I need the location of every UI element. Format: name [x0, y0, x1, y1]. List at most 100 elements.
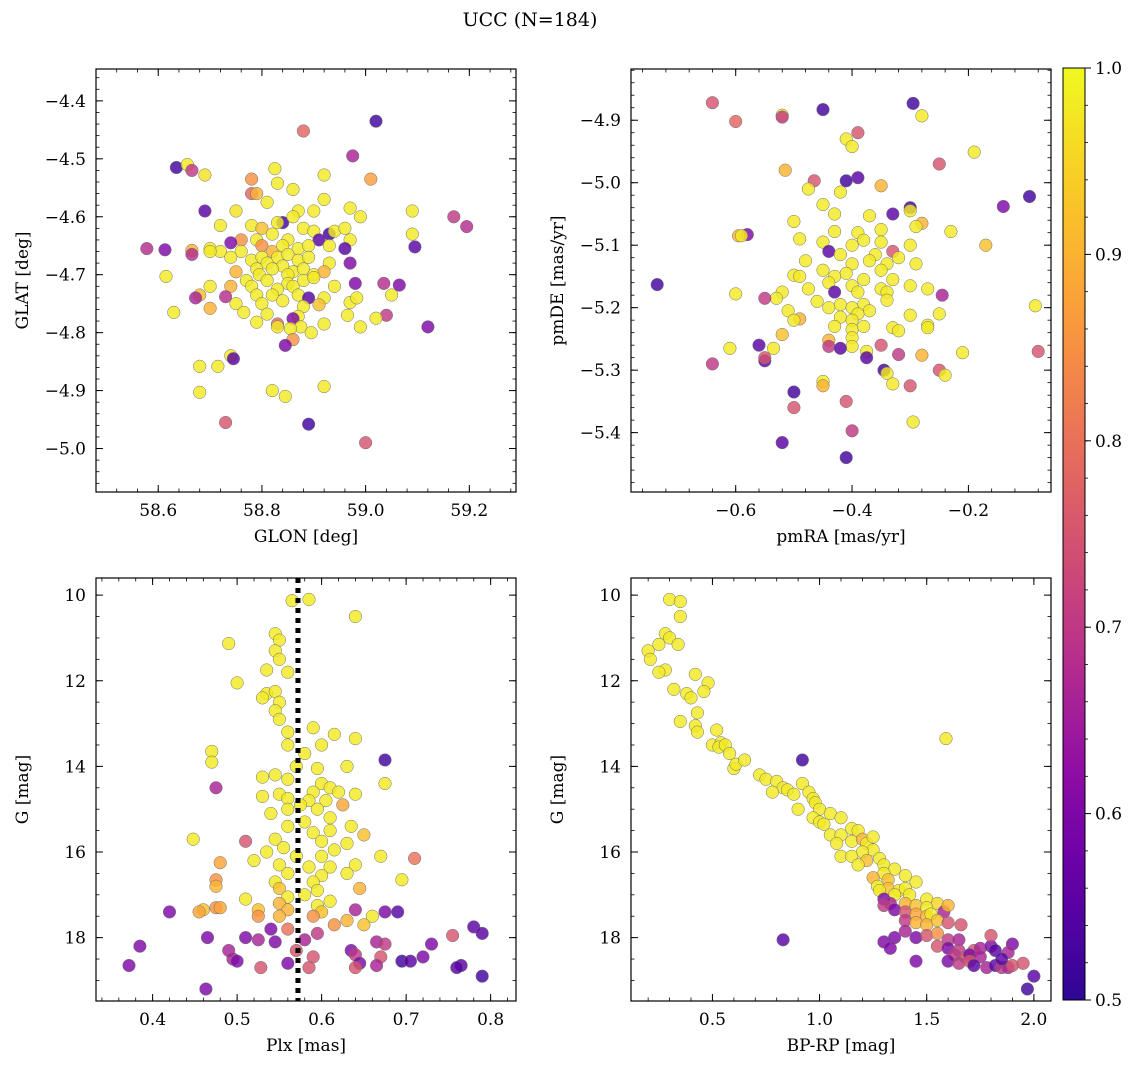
data-point — [229, 297, 243, 311]
data-point — [268, 935, 282, 949]
data-point — [323, 860, 337, 874]
colorbar-tick-label: 1.0 — [1095, 59, 1122, 79]
data-point — [828, 224, 842, 239]
data-point — [798, 254, 813, 268]
data-point — [338, 221, 352, 235]
data-point — [833, 341, 847, 355]
colorbar: 0.5 0.6 0.7 0.8 0.9 1.0 — [1062, 59, 1122, 1011]
data-point — [710, 723, 724, 737]
data-point — [906, 415, 920, 429]
data-point — [903, 379, 917, 393]
y-tick-label: 16 — [599, 843, 621, 863]
data-point — [224, 279, 238, 293]
data-point — [793, 232, 807, 246]
y-tick-label: 14 — [64, 757, 86, 777]
x-tick-label: 0.5 — [699, 1010, 726, 1030]
data-point — [1020, 982, 1034, 996]
colorbar-tick-label: 0.9 — [1095, 245, 1122, 265]
data-point — [920, 928, 934, 943]
data-point — [260, 195, 274, 209]
data-point — [315, 738, 329, 752]
data-point — [921, 321, 935, 335]
data-point — [348, 903, 362, 917]
x-tick-label: 58.8 — [243, 501, 281, 521]
data-point — [787, 214, 801, 229]
data-point — [254, 961, 268, 975]
y-tick-label: 18 — [599, 929, 621, 949]
data-point — [264, 806, 278, 821]
y-tick-label: −5.0 — [45, 440, 86, 460]
data-point — [795, 753, 809, 767]
data-point — [822, 301, 836, 315]
data-point — [281, 738, 295, 752]
data-point — [327, 279, 342, 293]
data-point — [781, 304, 795, 318]
scatter-points — [122, 592, 489, 996]
data-point — [344, 819, 358, 833]
y-tick-label: −5.3 — [580, 361, 621, 381]
data-point — [1028, 299, 1042, 313]
data-point — [460, 220, 474, 234]
data-point — [159, 269, 173, 283]
y-axis-label: pmDE [mas/yr] — [548, 215, 568, 345]
data-point — [265, 227, 279, 241]
data-point — [834, 811, 848, 825]
data-point — [193, 385, 207, 399]
y-tick-label: 10 — [599, 586, 621, 606]
data-point — [830, 836, 844, 850]
data-point — [286, 210, 300, 224]
data-point — [903, 279, 917, 293]
y-tick-label: −5.0 — [580, 174, 621, 194]
data-point — [189, 291, 203, 305]
data-point — [122, 958, 136, 973]
data-point — [302, 592, 316, 606]
data-point — [281, 802, 295, 816]
data-point — [272, 909, 286, 923]
data-point — [327, 918, 341, 932]
data-point — [338, 242, 352, 256]
data-point — [892, 251, 906, 265]
data-point — [690, 725, 704, 739]
data-point — [343, 201, 357, 215]
x-tick-label: −0.6 — [715, 501, 756, 521]
data-point — [857, 233, 871, 247]
data-point — [909, 931, 923, 945]
data-point — [340, 836, 354, 850]
y-tick-label: −4.8 — [45, 324, 86, 344]
data-point — [268, 162, 282, 176]
data-point — [378, 905, 392, 919]
data-point — [209, 879, 223, 893]
data-point — [270, 320, 285, 334]
data-point — [133, 939, 147, 953]
data-point — [1031, 344, 1045, 358]
data-point — [278, 338, 292, 352]
data-point — [673, 714, 687, 728]
x-tick-label: 0.6 — [308, 1010, 335, 1030]
data-point — [862, 209, 877, 223]
colorbar-tick-label: 0.5 — [1095, 991, 1122, 1011]
data-point — [903, 204, 917, 218]
data-point — [255, 770, 270, 784]
data-point — [403, 954, 417, 968]
data-point — [1005, 958, 1019, 973]
data-point — [862, 304, 877, 318]
data-point — [663, 592, 677, 606]
data-point — [281, 819, 295, 833]
data-point — [758, 351, 772, 365]
data-point — [944, 224, 958, 239]
data-point — [816, 198, 830, 212]
data-point — [883, 941, 897, 955]
data-point — [185, 247, 199, 261]
data-point — [667, 682, 681, 696]
x-tick-label: 2.0 — [1020, 1010, 1047, 1030]
data-point — [475, 926, 489, 940]
data-point — [652, 637, 666, 651]
data-point — [874, 338, 888, 352]
data-point — [385, 288, 399, 302]
data-point — [956, 346, 970, 360]
data-point — [880, 293, 894, 307]
data-point — [239, 834, 253, 848]
data-point — [906, 96, 920, 110]
data-point — [688, 667, 702, 681]
